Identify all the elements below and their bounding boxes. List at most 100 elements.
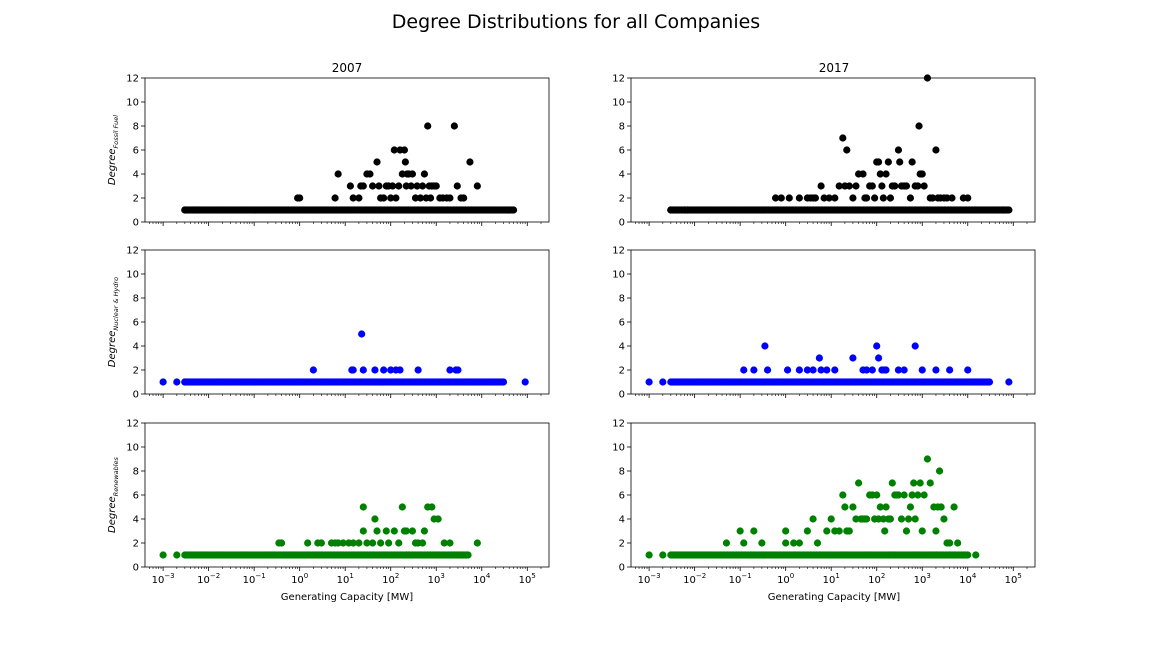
point-fossil-2007	[392, 194, 400, 202]
point-renewables-2017	[852, 515, 860, 523]
point-fossil-2007	[389, 182, 397, 190]
point-fossil-2007	[366, 170, 374, 178]
point-fossil-2017	[891, 182, 899, 190]
y-tick-label: 0	[619, 390, 625, 401]
point-fossil-2017	[896, 158, 904, 166]
y-tick-label: 8	[619, 294, 625, 305]
y-tick-label: 2	[619, 366, 625, 377]
point-fossil-2007	[460, 194, 468, 202]
point-fossil-2007	[380, 194, 388, 202]
point-nuclear-hydro-2017	[985, 378, 994, 386]
point-fossil-2017	[884, 158, 892, 166]
x-tick-label: 104	[473, 572, 491, 586]
point-fossil-2017	[886, 194, 895, 202]
point-renewables-2017	[882, 503, 890, 511]
point-renewables-2007	[359, 527, 367, 535]
point-renewables-2017	[964, 551, 972, 559]
point-fossil-2017	[875, 158, 883, 166]
y-tick-label: 12	[126, 419, 139, 430]
point-nuclear-hydro-2017	[894, 366, 903, 374]
point-nuclear-hydro-2007	[499, 378, 508, 386]
y-tick-label: 4	[619, 515, 625, 526]
point-nuclear-hydro-2017	[900, 366, 908, 374]
point-fossil-2017	[868, 182, 876, 190]
point-renewables-2017	[906, 503, 915, 511]
y-tick-label: 2	[133, 366, 139, 377]
point-renewables-2017	[923, 455, 932, 463]
point-renewables-2007	[304, 539, 312, 547]
point-fossil-2017	[915, 122, 923, 130]
y-tick-label: 0	[619, 218, 625, 229]
x-tick-label: 105	[519, 572, 536, 586]
point-renewables-2007	[173, 551, 181, 559]
point-nuclear-hydro-2007	[159, 378, 167, 386]
point-renewables-2007	[408, 527, 417, 535]
point-fossil-2017	[876, 170, 884, 178]
point-renewables-2017	[782, 527, 790, 535]
plot-frame	[144, 422, 550, 568]
y-tick-label: 8	[133, 467, 139, 478]
y-tick-label: 6	[619, 146, 625, 157]
point-renewables-2017	[911, 515, 919, 523]
point-fossil-2017	[785, 194, 793, 202]
point-renewables-2007	[428, 503, 436, 511]
point-renewables-2017	[740, 539, 748, 547]
point-fossil-2017	[835, 182, 843, 190]
point-fossil-2007	[375, 182, 383, 190]
y-tick-label: 10	[612, 270, 625, 281]
point-renewables-2017	[845, 527, 853, 535]
y-tick-label: 0	[133, 390, 139, 401]
point-nuclear-hydro-2017	[1005, 378, 1013, 386]
x-tick-label: 10−2	[683, 572, 706, 586]
point-renewables-2017	[839, 491, 847, 499]
point-nuclear-hydro-2017	[882, 366, 890, 374]
point-renewables-2017	[803, 527, 811, 535]
point-fossil-2007	[450, 122, 458, 130]
point-fossil-2007	[408, 170, 417, 178]
point-renewables-2017	[908, 491, 916, 499]
point-nuclear-hydro-2007	[309, 366, 317, 374]
point-renewables-2017	[659, 551, 667, 559]
point-renewables-2017	[873, 491, 881, 499]
point-renewables-2007	[377, 539, 385, 547]
y-axis-label: DegreeRenewables	[107, 456, 120, 532]
y-tick-label: 10	[612, 98, 625, 109]
point-renewables-2007	[277, 539, 286, 547]
point-fossil-2007	[401, 158, 409, 166]
panel-fossil-2007: 0 2 4 6 8 10 12 DegreeFossil Fuel	[107, 74, 550, 229]
point-nuclear-hydro-2007	[173, 378, 181, 386]
point-nuclear-hydro-2007	[387, 366, 395, 374]
x-tick-label: 105	[1005, 572, 1022, 586]
plot-frame	[144, 77, 550, 223]
point-renewables-2017	[841, 503, 849, 511]
panel-renewables-2017: 0 2 4 6 8 10 12 10−3 10−2 10−1 100 101 102 103 104 105	[612, 419, 1036, 586]
point-fossil-2017	[908, 158, 916, 166]
point-fossil-2017	[920, 182, 928, 190]
point-fossil-2007	[473, 182, 481, 190]
point-renewables-2017	[888, 479, 896, 487]
point-fossil-2007	[407, 182, 415, 190]
point-fossil-2017	[1005, 206, 1013, 214]
y-tick-label: 8	[619, 467, 625, 478]
point-fossil-2017	[825, 194, 833, 202]
point-fossil-2017	[929, 194, 937, 202]
x-tick-label: 103	[914, 572, 931, 586]
point-renewables-2007	[420, 527, 429, 535]
point-fossil-2007	[334, 170, 342, 178]
point-fossil-2017	[831, 194, 839, 202]
point-renewables-2017	[902, 527, 911, 535]
y-tick-label: 0	[619, 563, 625, 574]
y-tick-label: 4	[133, 515, 139, 526]
y-tick-label: 4	[133, 170, 139, 181]
column-title-2017: 2017	[819, 61, 850, 75]
y-tick-label: 10	[612, 443, 625, 454]
point-nuclear-hydro-2007	[181, 378, 189, 386]
x-tick-label: 104	[959, 572, 977, 586]
point-renewables-2017	[790, 539, 798, 547]
point-nuclear-hydro-2007	[446, 366, 454, 374]
point-fossil-2007	[355, 194, 363, 202]
point-fossil-2017	[839, 134, 847, 142]
point-nuclear-hydro-2017	[911, 342, 919, 350]
point-fossil-2017	[948, 194, 956, 202]
point-fossil-2017	[863, 194, 871, 202]
